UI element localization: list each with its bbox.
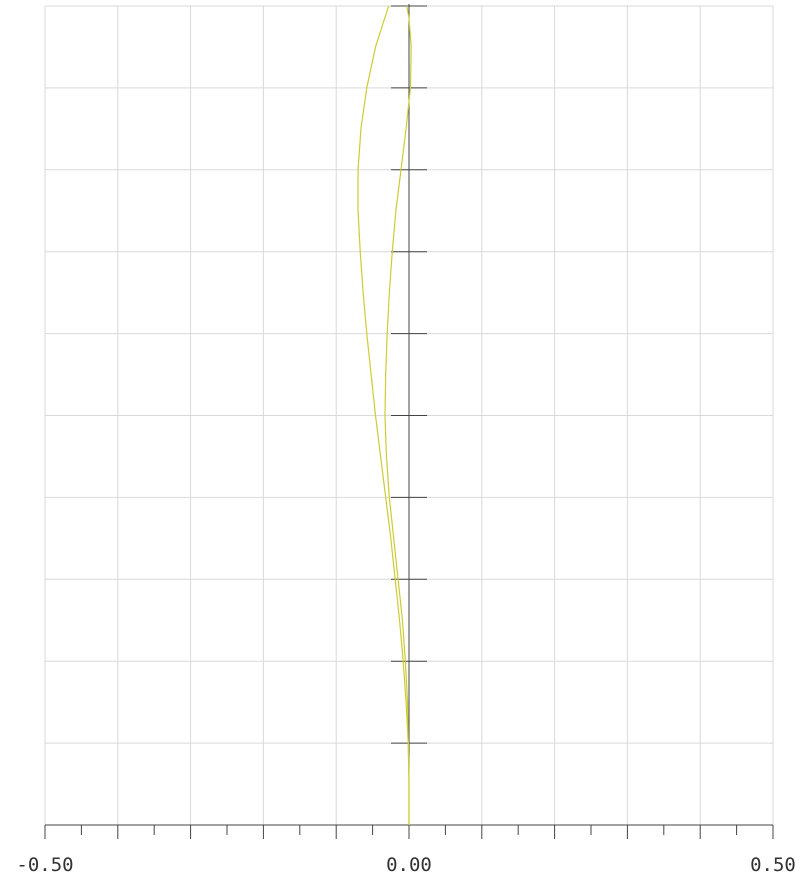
x-tick-label: -0.50 <box>16 854 73 876</box>
series-line-1 <box>357 5 410 825</box>
series-lines <box>357 5 412 825</box>
x-tick-label: 0.00 <box>386 854 432 876</box>
tick-labels: -0.50 0.00 0.50 <box>16 854 795 876</box>
x-tick-label: 0.50 <box>750 854 796 876</box>
series-line-2 <box>384 5 412 825</box>
axes <box>44 4 774 839</box>
